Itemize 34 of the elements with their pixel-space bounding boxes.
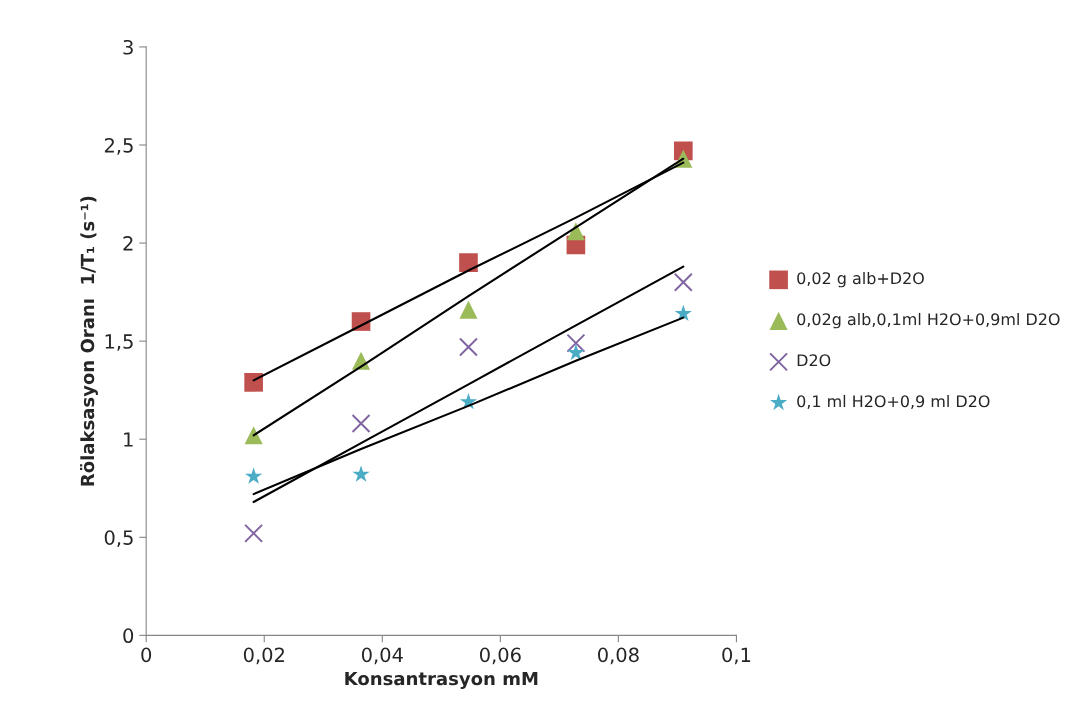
point	[244, 373, 263, 392]
x-tick-label: 0,08	[598, 647, 639, 665]
y-tick-label: 2,5	[104, 137, 133, 155]
point	[244, 426, 263, 445]
legend-label: D2O	[797, 354, 831, 367]
y-tick-label: 1,5	[105, 334, 133, 351]
point	[352, 465, 370, 482]
legend-label: 0,02g alb,0,1ml H2O+0,9ml D2O	[797, 312, 1060, 329]
point	[674, 304, 692, 322]
line-series	[252, 265, 685, 504]
y-tick-label: 2	[123, 236, 133, 251]
x-tick-label: 0,02	[243, 647, 284, 665]
x-tick-label: 0,06	[479, 647, 521, 665]
y-tick-label: 0,5	[104, 530, 133, 547]
point	[351, 414, 371, 433]
x-tick-label: 0,1	[722, 647, 751, 665]
x-axis-title: Konsantrasyon mM	[345, 671, 538, 690]
x-tick-label: 0	[141, 647, 152, 663]
legend-label: 0,1 ml H2O+0,9 ml D2O	[797, 394, 990, 409]
point	[567, 343, 585, 361]
point	[673, 272, 693, 292]
y-tick-label: 3	[123, 39, 133, 55]
x-tick-label: 0,04	[361, 647, 403, 665]
y-tick-label: 0	[123, 628, 134, 644]
point	[459, 300, 478, 319]
y-tick-label: 1	[124, 432, 133, 447]
point	[459, 337, 478, 357]
y-axis-title: Rölaksasyon Oranı 1/T₁ (s⁻¹)	[80, 196, 98, 486]
point	[459, 253, 478, 272]
legend-label: 0,02 g alb+D2O	[797, 271, 924, 288]
point	[244, 523, 264, 543]
point	[566, 222, 585, 241]
point	[566, 333, 586, 353]
point	[245, 467, 263, 484]
